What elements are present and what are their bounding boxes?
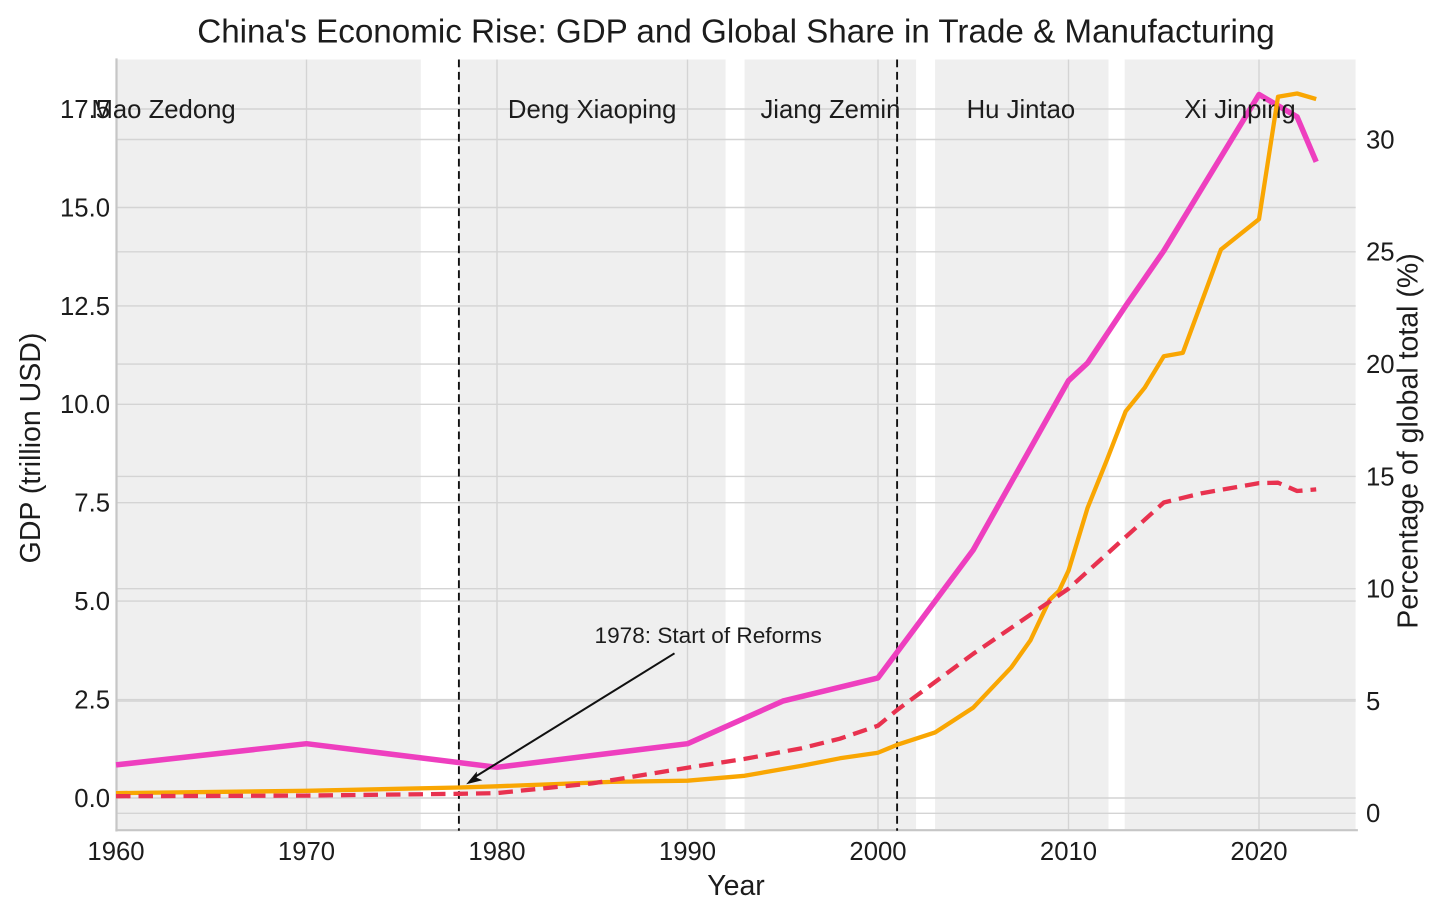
svg-text:30: 30 (1366, 126, 1395, 154)
svg-text:1990: 1990 (659, 838, 716, 866)
svg-text:2000: 2000 (849, 838, 906, 866)
svg-text:7.5: 7.5 (74, 490, 110, 518)
svg-text:1960: 1960 (87, 838, 144, 866)
svg-text:15.0: 15.0 (60, 194, 110, 222)
svg-text:0: 0 (1366, 800, 1380, 828)
svg-text:1970: 1970 (278, 838, 335, 866)
svg-text:China's Economic Rise: GDP and: China's Economic Rise: GDP and Global Sh… (197, 14, 1275, 51)
svg-text:0.0: 0.0 (74, 785, 110, 813)
svg-text:2020: 2020 (1230, 838, 1287, 866)
svg-text:GDP (trillion USD): GDP (trillion USD) (15, 333, 47, 564)
svg-text:Year: Year (707, 870, 765, 902)
svg-text:2.5: 2.5 (74, 687, 110, 715)
svg-text:Jiang Zemin: Jiang Zemin (760, 96, 900, 124)
svg-text:1980: 1980 (468, 838, 525, 866)
svg-text:10: 10 (1366, 576, 1395, 604)
svg-text:10.0: 10.0 (60, 391, 110, 419)
svg-text:1978: Start of Reforms: 1978: Start of Reforms (595, 623, 822, 648)
svg-text:25: 25 (1366, 239, 1395, 267)
svg-text:Hu Jintao: Hu Jintao (967, 96, 1076, 124)
svg-text:5.0: 5.0 (74, 588, 110, 616)
svg-text:Percentage of global total (%): Percentage of global total (%) (1393, 253, 1425, 628)
svg-text:17.5: 17.5 (60, 96, 110, 124)
svg-text:15: 15 (1366, 463, 1395, 491)
svg-text:20: 20 (1366, 351, 1395, 379)
svg-text:2010: 2010 (1040, 838, 1097, 866)
svg-text:5: 5 (1366, 688, 1380, 716)
svg-text:Mao Zedong: Mao Zedong (91, 96, 235, 124)
svg-text:12.5: 12.5 (60, 293, 110, 321)
svg-text:Deng Xiaoping: Deng Xiaoping (508, 96, 677, 124)
